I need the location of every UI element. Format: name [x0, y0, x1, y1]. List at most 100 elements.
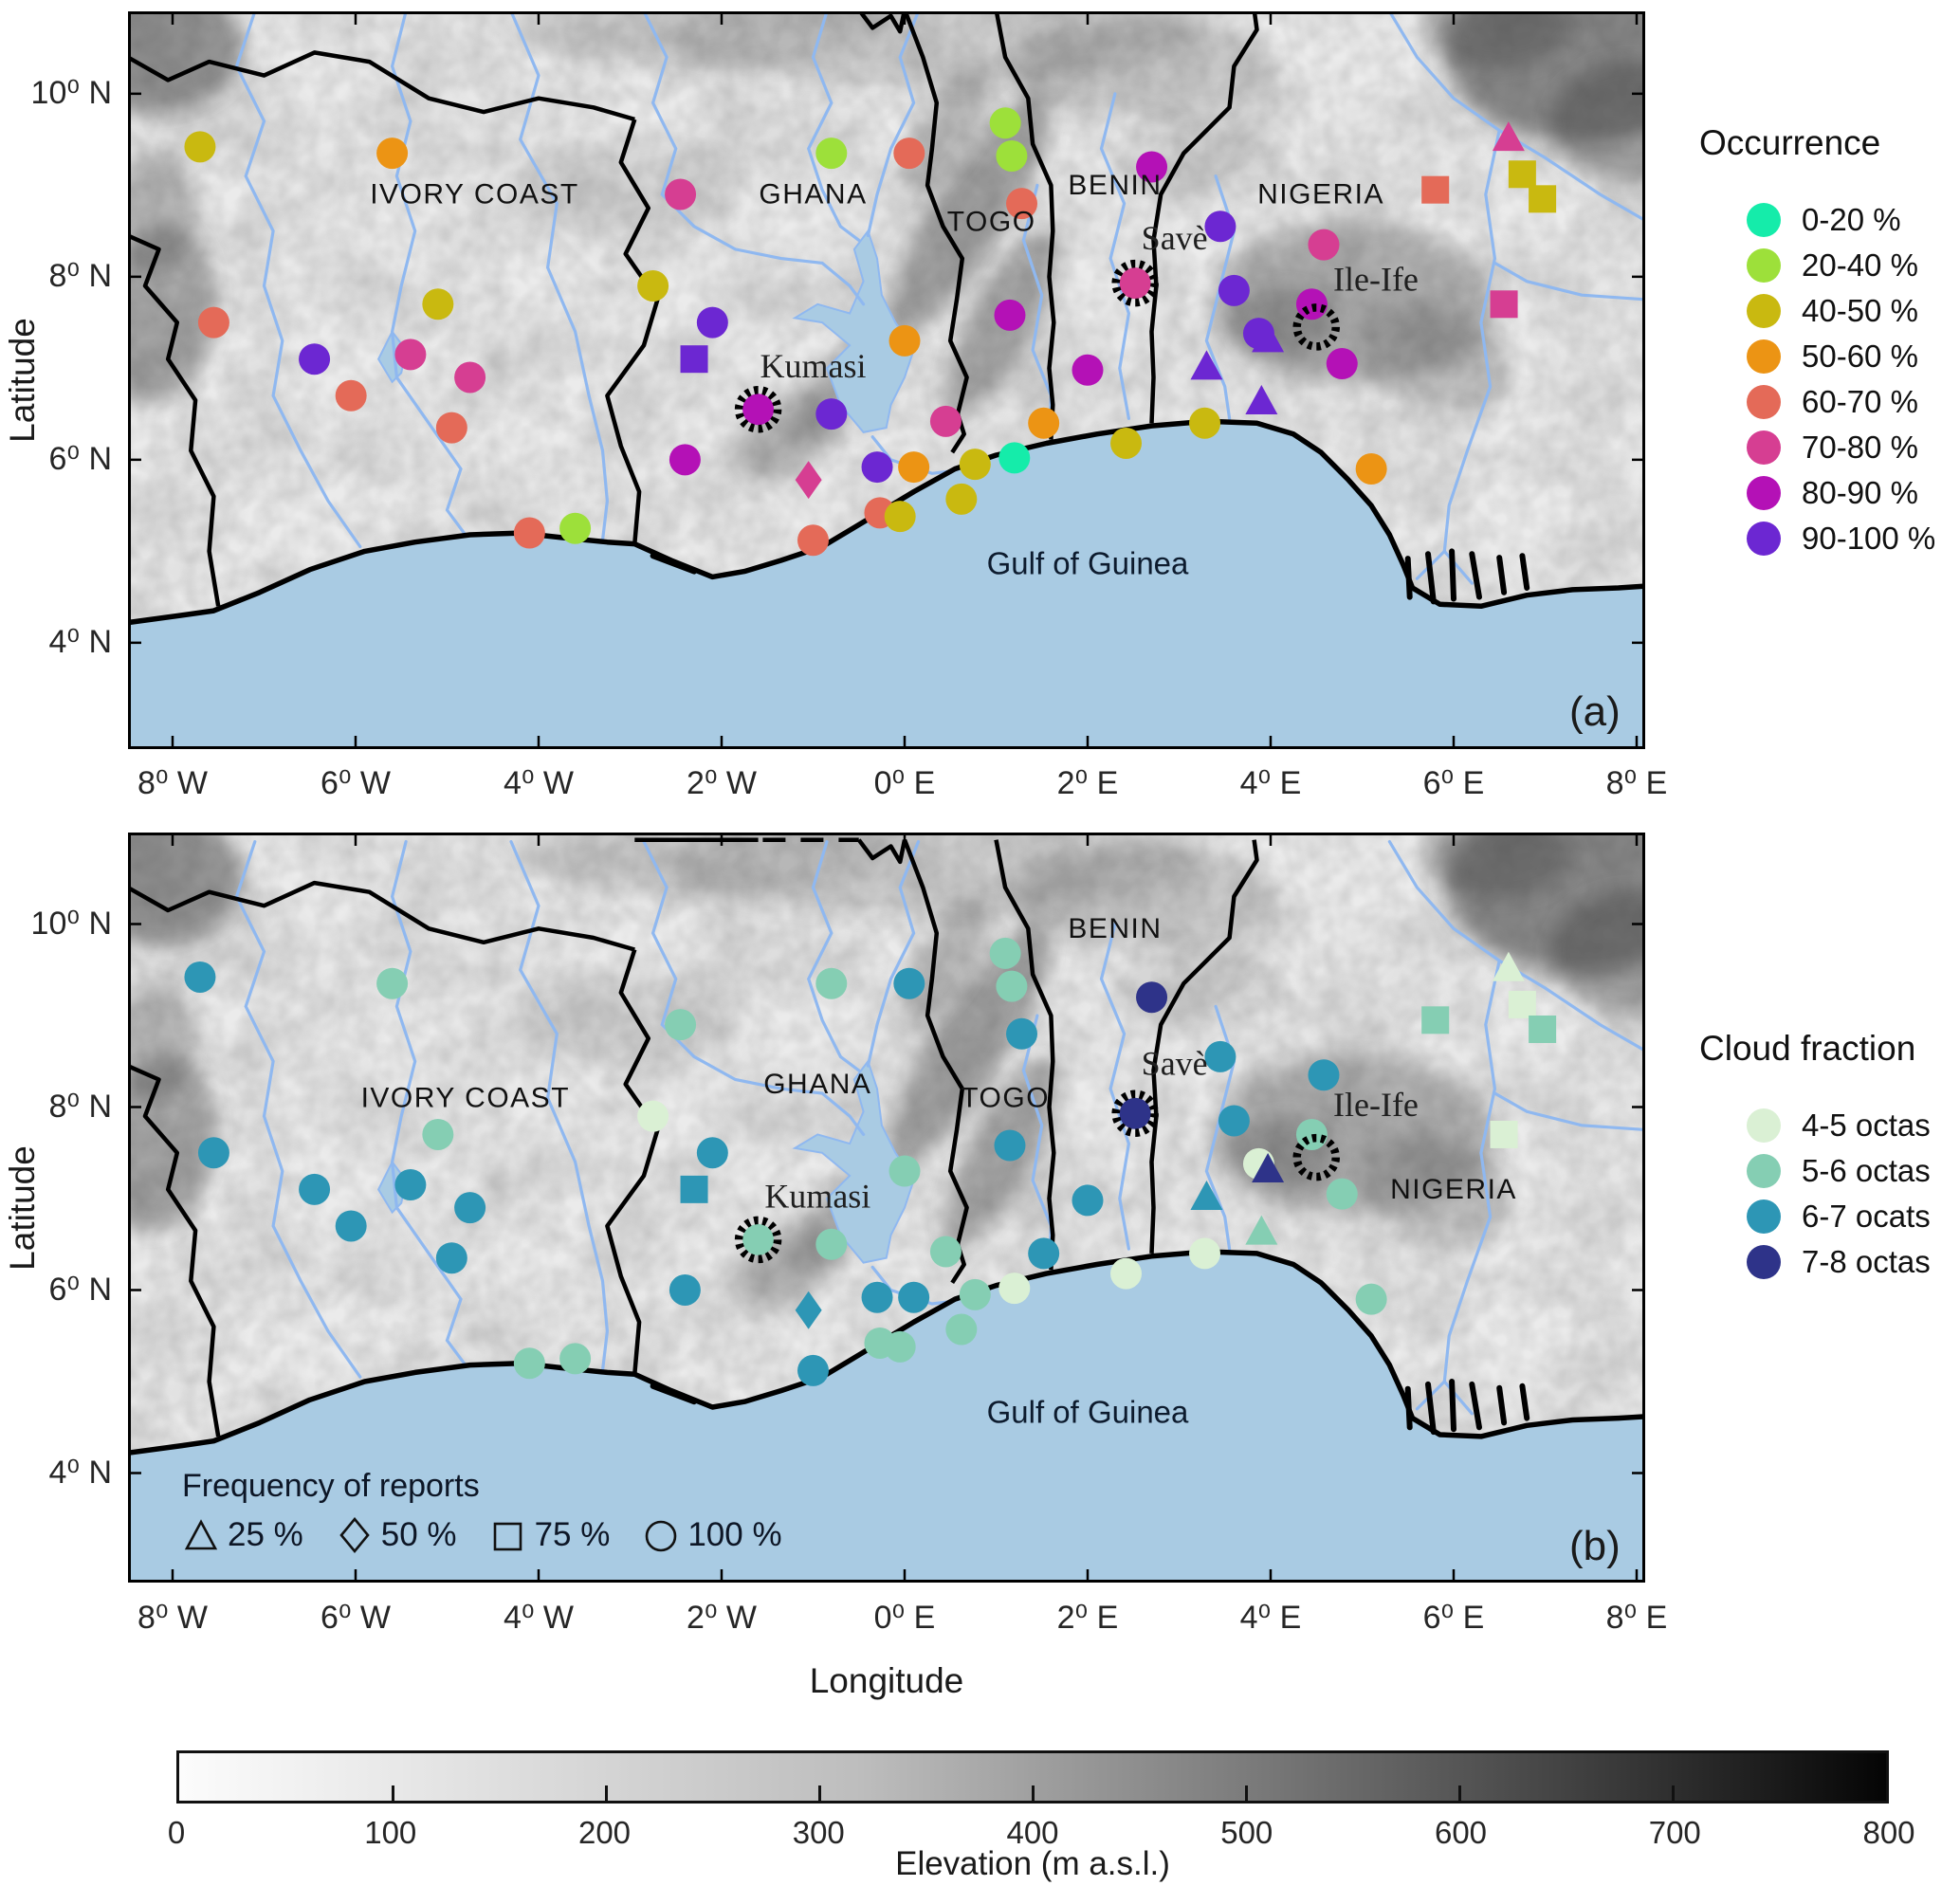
legend-swatch-icon: [1747, 476, 1781, 510]
coast-detail: [1425, 1381, 1437, 1436]
lat-tick-label: 4⁰ N: [48, 623, 112, 660]
station-marker-circle: [1218, 274, 1250, 306]
colorbar-tick: [604, 1785, 608, 1801]
station-marker-circle: [929, 405, 962, 437]
station-marker-circle: [861, 1281, 893, 1313]
stations-layer: [184, 107, 1557, 557]
lon-tick-label: 8⁰ E: [1605, 765, 1668, 801]
country-border: [605, 119, 660, 544]
lon-tick-label: 4⁰ W: [503, 765, 575, 801]
colorbar-tick-label: 500: [1220, 1815, 1273, 1850]
latitude-label-a: Latitude: [3, 318, 42, 443]
river: [642, 11, 866, 306]
station-marker-circle: [1028, 407, 1060, 439]
map-layers: IVORY COAST GHANA TOGO BENIN NIGERIA Savè Kuma…: [128, 11, 1645, 749]
station-marker-square: [1529, 1015, 1557, 1043]
station-marker-circle: [1326, 348, 1358, 380]
square-outline-icon: [493, 1522, 522, 1551]
river: [866, 840, 921, 1068]
legend-item-label: 20-40 %: [1802, 247, 1918, 283]
panel-a-letter: (a): [1569, 688, 1621, 735]
lat-tick-label: 6⁰ N: [48, 1271, 112, 1308]
station-marker-circle: [669, 1274, 701, 1306]
station-marker-circle: [1295, 288, 1328, 320]
station-marker-circle: [665, 178, 697, 211]
panel-a-map: IVORY COAST GHANA TOGO BENIN NIGERIA Savè Kuma…: [128, 11, 1645, 749]
station-marker-circle: [1119, 267, 1151, 300]
station-marker-circle: [435, 412, 467, 444]
colorbar-tick-label: 200: [577, 1815, 632, 1850]
station-marker-circle: [1110, 427, 1143, 459]
station-marker-circle: [559, 1343, 592, 1375]
station-marker-circle: [637, 270, 669, 302]
station-marker-circle: [197, 1137, 229, 1169]
colorbar-tick-label: 0: [167, 1815, 186, 1850]
lon-tick-label: 4⁰ E: [1239, 765, 1302, 801]
sea-gulf-of-guinea: [128, 1252, 1645, 1583]
legend-item-label: 90-100 %: [1802, 521, 1936, 556]
station-marker-circle: [637, 1100, 669, 1132]
sea-gulf-of-guinea: [128, 421, 1645, 749]
station-marker-circle: [1006, 1017, 1038, 1050]
legend-swatch-icon: [1747, 339, 1781, 374]
lat-tick-label: 8⁰ N: [48, 257, 112, 294]
station-marker-circle: [861, 451, 893, 484]
lon-tick-label: 8⁰ E: [1605, 1600, 1668, 1636]
station-marker-circle: [898, 451, 930, 484]
colorbar-tick-label: 100: [364, 1815, 417, 1850]
lat-tick-label: 6⁰ N: [48, 440, 112, 477]
lon-tick-label: 6⁰ E: [1422, 765, 1485, 801]
station-marker-circle: [299, 1173, 331, 1205]
river: [806, 840, 861, 1072]
lon-tick-label: 2⁰ W: [686, 1600, 758, 1636]
river: [509, 11, 610, 542]
legend-item-label: 70-80 %: [1802, 430, 1918, 465]
station-marker-circle: [394, 339, 427, 371]
highlight-ring-Kumasi: [734, 1216, 782, 1264]
colorbar-tick-label: 800: [1862, 1815, 1915, 1850]
lon-tick-label: 6⁰ W: [320, 765, 392, 801]
occurrence-legend: Occurrence 0-20 % 20-40 % 40-50 % 50-60 % 60…: [1699, 123, 1957, 561]
legend-swatch-icon: [1747, 294, 1781, 328]
station-marker-circle: [994, 1129, 1026, 1162]
station-marker-circle: [797, 1354, 829, 1386]
legend-swatch-icon: [1747, 203, 1781, 237]
station-marker-circle: [376, 137, 409, 170]
legend-item: 60-70 %: [1699, 379, 1957, 425]
river: [390, 840, 467, 1367]
map-label-city: Kumasi: [764, 1178, 870, 1216]
coast-detail: [650, 1382, 697, 1405]
country-border: [1149, 11, 1259, 424]
station-marker-circle: [996, 139, 1028, 172]
station-marker-square: [1508, 160, 1536, 189]
legend-item-label: 5-6 octas: [1802, 1153, 1931, 1188]
station-marker-circle: [184, 131, 216, 163]
legend-swatch-icon: [1747, 1108, 1781, 1143]
coast-detail: [1449, 1379, 1456, 1433]
station-marker-square: [1421, 175, 1450, 204]
river: [866, 11, 921, 237]
station-marker-circle: [1006, 188, 1038, 220]
colorbar-tick-label: 400: [1006, 1815, 1059, 1850]
river: [1493, 261, 1645, 302]
legend-item: 6-7 ocats: [1699, 1194, 1957, 1239]
lake-volta: [792, 229, 915, 433]
coast-detail: [1496, 555, 1508, 595]
station-marker-circle: [696, 1137, 728, 1169]
legend-swatch-icon: [1747, 1245, 1781, 1279]
legend-swatch-icon: [1747, 522, 1781, 556]
station-marker-circle: [559, 512, 592, 544]
cloud-legend-title: Cloud fraction: [1699, 1029, 1916, 1068]
panel-border: [128, 833, 1645, 1583]
station-marker-circle: [945, 1313, 978, 1346]
station-marker-circle: [1110, 1257, 1143, 1290]
cloud-legend-items: 4-5 octas 5-6 octas 6-7 ocats 7-8 octas: [1699, 1103, 1957, 1285]
station-marker-circle: [1308, 1059, 1340, 1091]
highlight-ring-Savè: [1111, 259, 1159, 307]
elevation-colorbar: [176, 1750, 1889, 1804]
coast-detail: [1496, 1384, 1508, 1426]
lon-tick-label: 2⁰ W: [686, 765, 758, 801]
station-marker-circle: [1189, 407, 1221, 439]
colorbar-tick-label: 300: [792, 1815, 845, 1850]
